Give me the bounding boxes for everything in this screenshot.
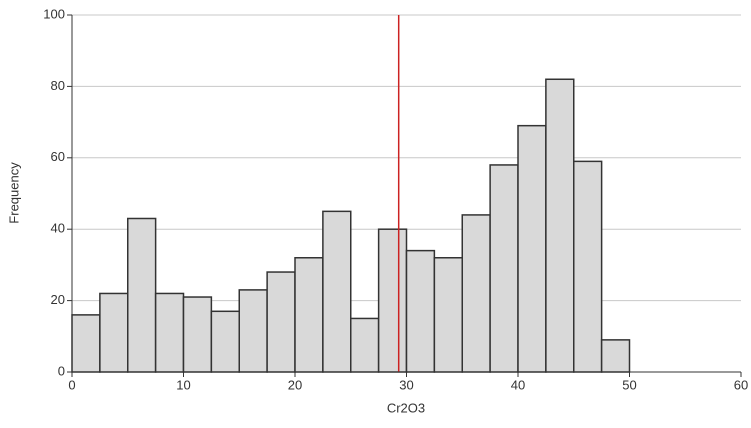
bar [573, 160, 603, 373]
y-tick-label: 60 [51, 149, 65, 164]
bar [405, 249, 436, 373]
y-tick-label: 40 [51, 221, 65, 236]
x-tick-label: 40 [511, 377, 525, 392]
bar [266, 271, 296, 373]
bar [210, 310, 240, 373]
bar [294, 257, 324, 373]
bar [377, 228, 408, 373]
bar [350, 317, 380, 373]
y-tick-label: 80 [51, 78, 65, 93]
bar [127, 217, 157, 373]
bar [433, 257, 463, 373]
bar [489, 164, 519, 373]
bar [71, 314, 101, 373]
x-tick-label: 30 [399, 377, 413, 392]
bar [545, 78, 575, 373]
y-tick-label: 0 [58, 363, 65, 378]
bar [154, 292, 185, 373]
bar [461, 214, 491, 373]
x-tick-label: 50 [622, 377, 636, 392]
bar [238, 289, 268, 373]
x-tick-label: 10 [176, 377, 190, 392]
x-axis-label: Cr2O3 [387, 400, 425, 415]
y-tick-label: 20 [51, 292, 65, 307]
bar [99, 292, 129, 373]
bar [517, 124, 547, 373]
bar [600, 339, 631, 373]
y-axis-label: Frequency [6, 162, 21, 224]
y-tick-label: 100 [43, 6, 65, 21]
bar [182, 296, 213, 373]
x-tick-label: 0 [68, 377, 75, 392]
x-tick-label: 20 [288, 377, 302, 392]
x-tick-label: 60 [734, 377, 748, 392]
bar [322, 210, 352, 373]
